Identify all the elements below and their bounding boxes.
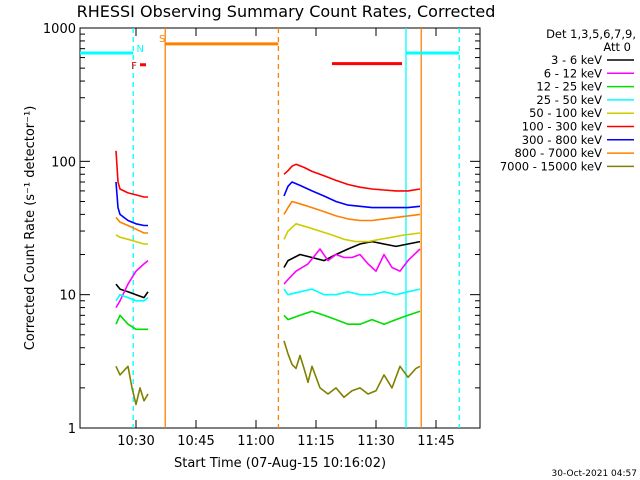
x-tick-label-0: 10:30 — [117, 434, 154, 449]
instrument-state-lines — [132, 28, 460, 428]
series-line-2-seg-0 — [115, 314, 148, 331]
series-lines — [115, 150, 421, 406]
y-tick-label-0: 1 — [68, 422, 76, 437]
series-line-4-seg-1 — [283, 223, 421, 243]
legend-label-4: 50 - 100 keV — [529, 106, 602, 120]
flag-label-F: F — [131, 61, 137, 72]
legend-label-7: 800 - 7000 keV — [514, 146, 602, 160]
series-line-0-seg-1 — [283, 240, 421, 268]
y-axis-label: Corrected Count Rate (s⁻¹ detector⁻¹) — [23, 106, 38, 351]
legend-label-5: 100 - 300 keV — [522, 120, 602, 134]
series-line-5-seg-0 — [115, 150, 148, 198]
x-tick-label-4: 11:30 — [357, 434, 394, 449]
x-axis-label: Start Time (07-Aug-15 10:16:02) — [174, 456, 386, 471]
legend-label-3: 25 - 50 keV — [536, 93, 602, 107]
series-line-6-seg-1 — [283, 181, 421, 209]
series-line-3-seg-1 — [283, 288, 421, 296]
x-tick-label-1: 10:45 — [177, 434, 214, 449]
flag-bars: NF S — [80, 34, 460, 72]
series-line-1-seg-1 — [283, 248, 421, 285]
series-line-8-seg-1 — [283, 340, 421, 399]
legend-label-8: 7000 - 15000 keV — [500, 159, 602, 173]
plot-area: NF S 10:30 10:45 11:00 11:15 11:30 11:45 1 10 100… — [43, 22, 481, 449]
y-tick-label-3: 1000 — [43, 22, 76, 37]
y-tick-label-2: 100 — [51, 155, 76, 170]
generation-timestamp: 30-Oct-2021 04:57 — [552, 469, 637, 479]
y-tick-label-1: 10 — [59, 289, 76, 304]
chart-title: RHESSI Observing Summary Count Rates, Co… — [77, 2, 496, 21]
series-line-5-seg-1 — [283, 163, 421, 192]
legend-header-line1: Det 1,3,5,6,7,9, — [546, 27, 636, 41]
flag-label-N: N — [136, 44, 143, 55]
series-line-6-seg-0 — [115, 181, 148, 227]
flag-label-S: S — [159, 34, 165, 45]
axis-ticks: 10:30 10:45 11:00 11:15 11:30 11:45 1 10 100 1000 — [43, 22, 480, 449]
series-line-3-seg-0 — [115, 293, 149, 302]
series-line-1-seg-0 — [115, 259, 149, 309]
x-tick-label-2: 11:00 — [237, 434, 274, 449]
series-line-0-seg-0 — [115, 283, 149, 299]
series-line-8-seg-0 — [115, 365, 149, 406]
legend-label-0: 3 - 6 keV — [551, 53, 602, 67]
legend-label-6: 300 - 800 keV — [522, 133, 602, 147]
series-line-7-seg-1 — [283, 200, 421, 222]
series-line-2-seg-1 — [283, 310, 421, 325]
series-line-7-seg-0 — [115, 216, 148, 234]
plot-frame — [79, 27, 481, 429]
legend-header-line2: Att 0 — [603, 40, 631, 54]
series-line-4-seg-0 — [115, 234, 148, 245]
x-tick-label-5: 11:45 — [417, 434, 454, 449]
legend-label-1: 6 - 12 keV — [544, 66, 602, 80]
legend-label-2: 12 - 25 keV — [536, 80, 602, 94]
x-tick-label-3: 11:15 — [297, 434, 334, 449]
